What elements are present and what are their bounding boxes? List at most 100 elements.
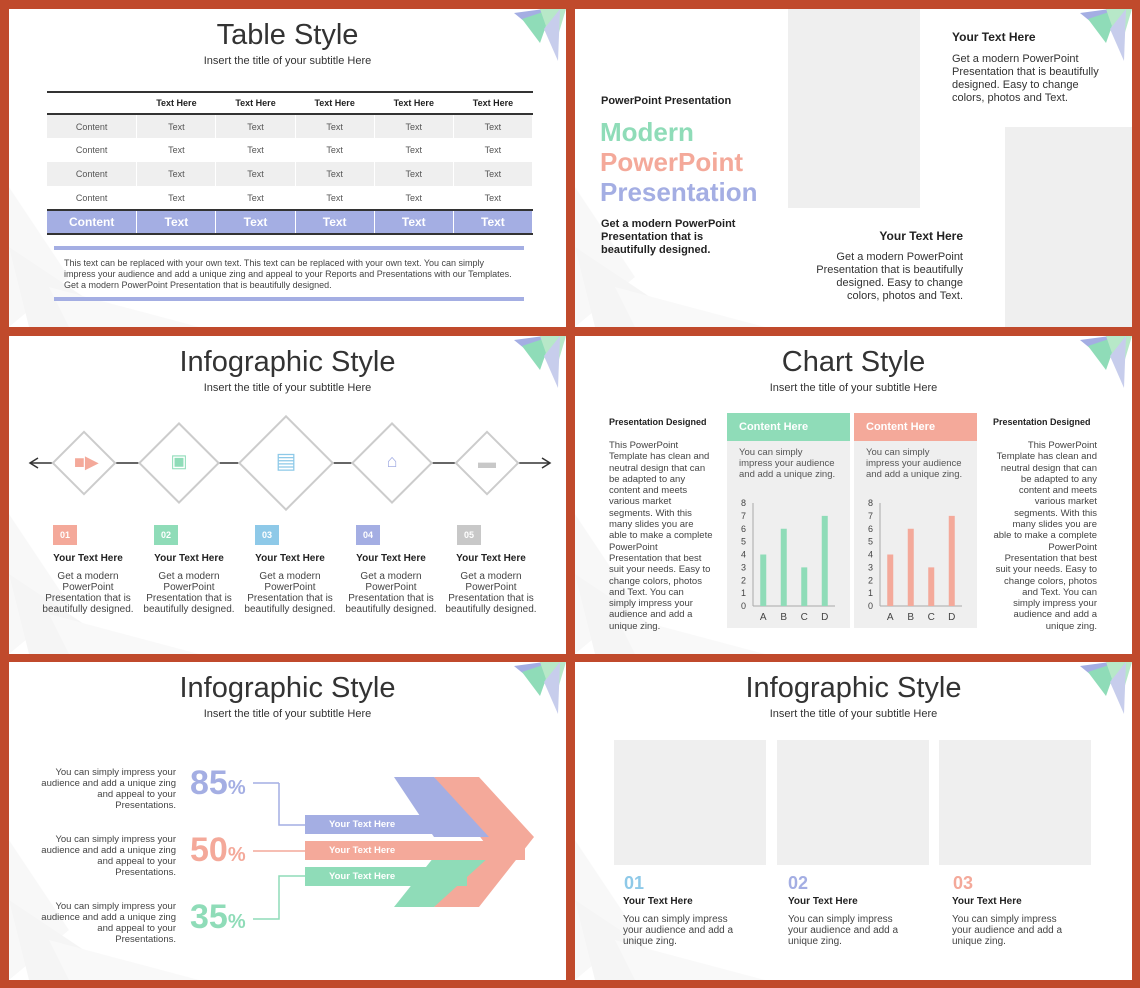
table-header-cell <box>47 91 137 115</box>
image-placeholder[interactable] <box>788 9 920 208</box>
data-table: Text Here Text Here Text Here Text Here … <box>47 91 534 235</box>
chart-panel-heading: Content Here <box>727 413 850 441</box>
bar <box>948 515 955 606</box>
table-cell: Text <box>295 162 375 186</box>
background-polygon-decoration <box>9 187 199 327</box>
corner-leaf-decoration <box>514 9 566 61</box>
slide-infographic-arrows[interactable]: Infographic Style Insert the title of yo… <box>9 662 566 980</box>
item-text: You can simply impress your audience and… <box>41 767 176 811</box>
image-placeholder[interactable] <box>1005 127 1132 327</box>
slide-infographic-diamonds[interactable]: Infographic Style Insert the title of yo… <box>9 336 566 654</box>
step-body: Get a modern PowerPoint Presentation tha… <box>244 571 336 615</box>
background-polygon-decoration <box>9 514 199 654</box>
slide-title: Infographic Style <box>745 672 962 704</box>
y-tick-label: 0 <box>868 601 873 611</box>
headline-powerpoint: PowerPoint <box>600 147 744 177</box>
step-number: 02 <box>154 525 178 545</box>
image-placeholder[interactable] <box>777 740 929 865</box>
bar <box>821 515 828 606</box>
card-number: 03 <box>953 873 974 893</box>
table-header-cell: Text Here <box>215 91 296 115</box>
table-cell: Text <box>295 209 375 235</box>
y-tick-label: 1 <box>868 588 873 598</box>
headline-modern: Modern <box>600 117 694 147</box>
x-tick-label: C <box>928 612 935 623</box>
percentage-number: 85 <box>190 764 228 802</box>
y-tick-label: 5 <box>741 537 746 547</box>
chart-panel-mint: Content Here You can simply impress your… <box>727 413 850 628</box>
x-tick-label: C <box>801 612 808 623</box>
y-tick-label: 7 <box>741 511 746 521</box>
video-camera-icon: ■▶ <box>74 452 99 472</box>
table-header-row: Text Here Text Here Text Here Text Here … <box>47 91 533 115</box>
slide-chart-style[interactable]: Chart Style Insert the title of your sub… <box>575 336 1132 654</box>
percentage-unit: % <box>227 777 246 799</box>
y-tick-label: 0 <box>741 601 746 611</box>
chart-panel-heading: Content Here <box>854 413 977 441</box>
table-cell: Text <box>453 186 534 210</box>
card-heading: Your Text Here <box>623 896 693 907</box>
bar <box>801 567 808 606</box>
table-cell: Text <box>215 162 296 186</box>
step-number: 05 <box>457 525 481 545</box>
slide-title: Infographic Style <box>179 346 396 378</box>
item-text: You can simply impress your audience and… <box>41 901 176 945</box>
arrow-bar-label: Your Text Here <box>305 815 467 834</box>
chart-panel-text: You can simply impress your audience and… <box>866 447 963 480</box>
card-body: You can simply impress your audience and… <box>623 914 734 947</box>
table-cell: Content <box>47 138 138 162</box>
y-tick-label: 2 <box>868 575 873 585</box>
percentage-unit: % <box>227 844 246 866</box>
home-icon: ⌂ <box>386 451 398 471</box>
background-polygon-decoration <box>575 514 765 654</box>
bottom-body: Get a modern PowerPoint Presentation tha… <box>816 251 963 302</box>
bottom-heading: Your Text Here <box>879 229 963 243</box>
image-placeholder[interactable] <box>939 740 1091 865</box>
headline-presentation: Presentation <box>600 177 758 207</box>
right-heading: Presentation Designed <box>993 417 1091 427</box>
slide-infographic-cards[interactable]: Infographic Style Insert the title of yo… <box>575 662 1132 980</box>
background-polygon-decoration <box>575 840 765 980</box>
image-placeholder[interactable] <box>614 740 766 865</box>
bar-chart: 0 1 2 3 4 5 6 7 8 A B C D <box>741 498 835 623</box>
table-cell: Text <box>453 114 534 138</box>
step-heading: Your Text Here <box>53 553 123 564</box>
background-polygon-decoration <box>9 840 199 980</box>
table-cell: Text <box>136 209 217 235</box>
table-cell: Content <box>47 114 138 138</box>
slide-title: Table Style <box>216 19 359 51</box>
step-body: Get a modern PowerPoint Presentation tha… <box>143 571 235 615</box>
step-body: Get a modern PowerPoint Presentation tha… <box>445 571 537 615</box>
slide-table-style[interactable]: Table Style Insert the title of your sub… <box>9 9 566 327</box>
left-heading: Presentation Designed <box>609 417 707 427</box>
y-tick-label: 4 <box>868 550 873 560</box>
percentage-number: 35 <box>190 898 228 936</box>
step-body: Get a modern PowerPoint Presentation tha… <box>42 571 134 615</box>
table-total-row: Content Text Text Text Text Text <box>47 209 534 235</box>
step-body: Get a modern PowerPoint Presentation tha… <box>345 571 437 615</box>
camera-icon: ▣ <box>170 451 188 471</box>
table-row: Content Text Text Text Text Text <box>47 114 534 138</box>
table-cell: Text <box>295 114 375 138</box>
card-heading: Your Text Here <box>788 896 858 907</box>
slide-subtitle: Insert the title of your subtitle Here <box>203 382 372 394</box>
x-tick-label: B <box>907 612 914 623</box>
step-heading: Your Text Here <box>255 553 325 564</box>
chart-panel-salmon: Content Here You can simply impress your… <box>854 413 977 628</box>
table-cell: Text <box>374 114 454 138</box>
percentage-value: 50% <box>190 831 246 870</box>
corner-leaf-decoration <box>1080 336 1132 388</box>
slide-powerpoint-presentation[interactable]: PowerPoint Presentation Modern PowerPoin… <box>575 9 1132 327</box>
table-cell: Text <box>374 186 454 210</box>
card-body: You can simply impress your audience and… <box>952 914 1063 947</box>
table-header-cell: Text Here <box>374 91 454 115</box>
table-cell: Text <box>215 186 296 210</box>
step-heading: Your Text Here <box>154 553 224 564</box>
book-icon: ▤ <box>275 448 297 473</box>
y-tick-label: 7 <box>868 511 873 521</box>
table-cell: Text <box>215 138 296 162</box>
y-tick-label: 6 <box>741 524 746 534</box>
corner-leaf-decoration <box>514 662 566 714</box>
x-tick-label: D <box>948 612 955 623</box>
table-cell: Text <box>453 138 534 162</box>
